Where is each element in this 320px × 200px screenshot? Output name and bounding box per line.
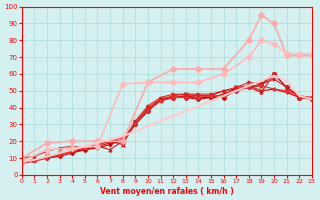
X-axis label: Vent moyen/en rafales ( km/h ): Vent moyen/en rafales ( km/h ) — [100, 187, 234, 196]
